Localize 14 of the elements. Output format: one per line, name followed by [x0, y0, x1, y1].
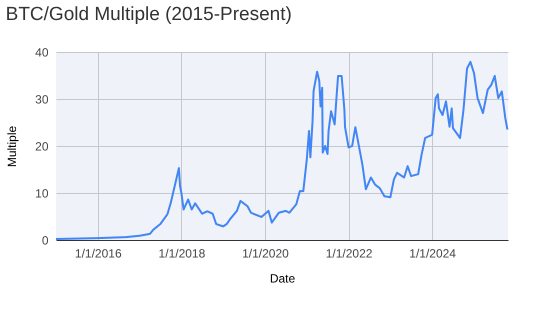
chart-title: BTC/Gold Multiple (2015-Present): [6, 4, 292, 25]
y-tick-label: 30: [35, 92, 49, 106]
x-tick-label: 1/1/2022: [326, 246, 373, 260]
x-tick-label: 1/1/2018: [158, 246, 206, 260]
x-axis-title: Date: [270, 272, 296, 286]
x-tick-label: 1/1/2016: [74, 246, 122, 260]
y-tick-label: 40: [35, 46, 49, 60]
y-tick-label: 20: [35, 140, 49, 154]
line-series: [55, 60, 508, 240]
x-tick-label: 1/1/2024: [409, 246, 456, 260]
x-tick-label: 1/1/2020: [242, 246, 290, 260]
y-tick-label: 10: [35, 186, 49, 200]
y-tick-label: 0: [42, 234, 49, 248]
y-axis-title: Multiple: [5, 126, 20, 168]
